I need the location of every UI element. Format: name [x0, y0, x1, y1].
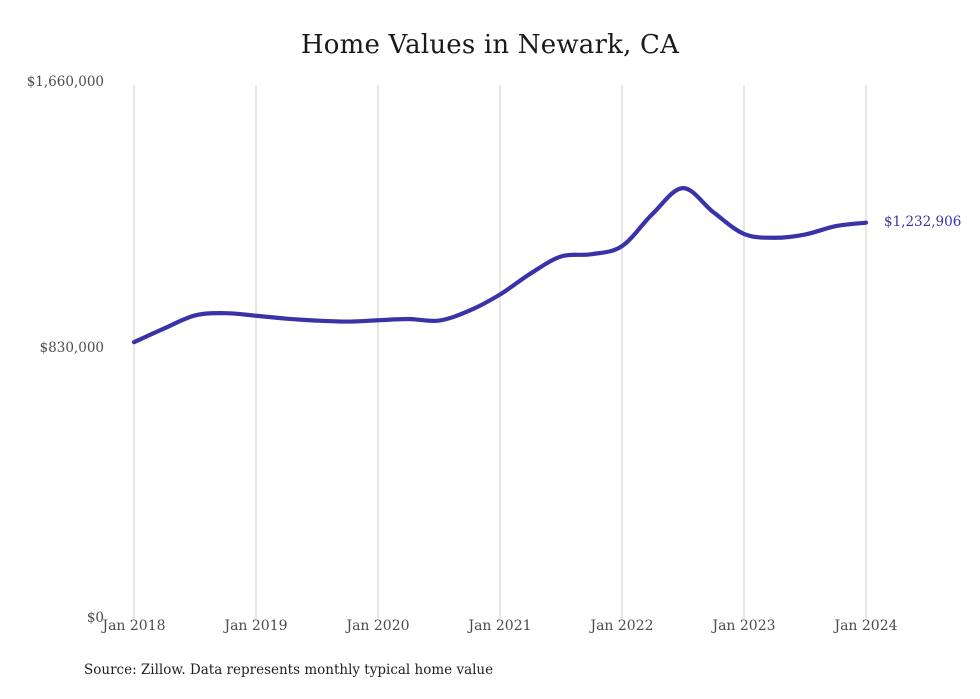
x-tick-label-4: Jan 2022 — [590, 618, 654, 634]
series-line-typical-home-value — [131, 186, 869, 345]
x-tick-label-3: Jan 2021 — [468, 618, 532, 634]
x-tick-label-2: Jan 2020 — [346, 618, 410, 634]
y-axis: $1,660,000 $830,000 $0 — [0, 0, 104, 699]
end-value-label: $1,232,906 — [884, 213, 962, 230]
x-tick-label-1: Jan 2019 — [224, 618, 288, 634]
chart-title: Home Values in Newark, CA — [300, 30, 680, 60]
gridlines — [133, 85, 867, 620]
source-note: Source: Zillow. Data represents monthly … — [84, 662, 494, 678]
y-tick-label-top: $1,660,000 — [26, 74, 104, 90]
y-tick-label-mid: $830,000 — [39, 340, 104, 356]
y-tick-label-bottom: $0 — [86, 610, 104, 626]
x-tick-label-6: Jan 2024 — [834, 618, 898, 634]
x-tick-label-5: Jan 2023 — [712, 618, 776, 634]
x-tick-label-0: Jan 2018 — [102, 618, 166, 634]
